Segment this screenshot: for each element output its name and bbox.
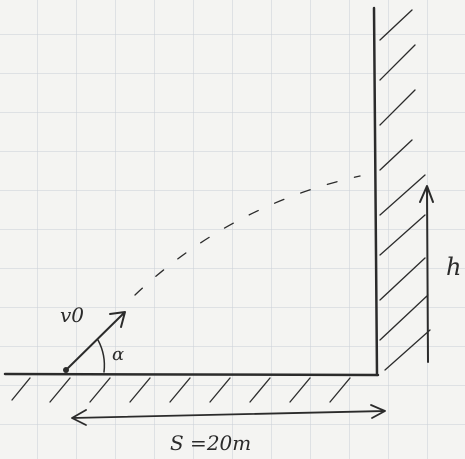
ground	[3, 372, 380, 377]
distance-label: S =20m	[170, 431, 251, 455]
wall	[372, 6, 379, 377]
height-arrow	[419, 185, 434, 363]
angle-arc	[97, 339, 106, 373]
wall-hatching	[379, 9, 431, 371]
velocity-arrow	[65, 311, 126, 371]
velocity-label: v0	[60, 303, 84, 327]
angle-label: α	[112, 344, 124, 365]
trajectory	[134, 175, 361, 296]
height-label: h	[446, 253, 461, 281]
distance-arrow	[71, 404, 386, 426]
ground-hatching	[11, 377, 351, 403]
